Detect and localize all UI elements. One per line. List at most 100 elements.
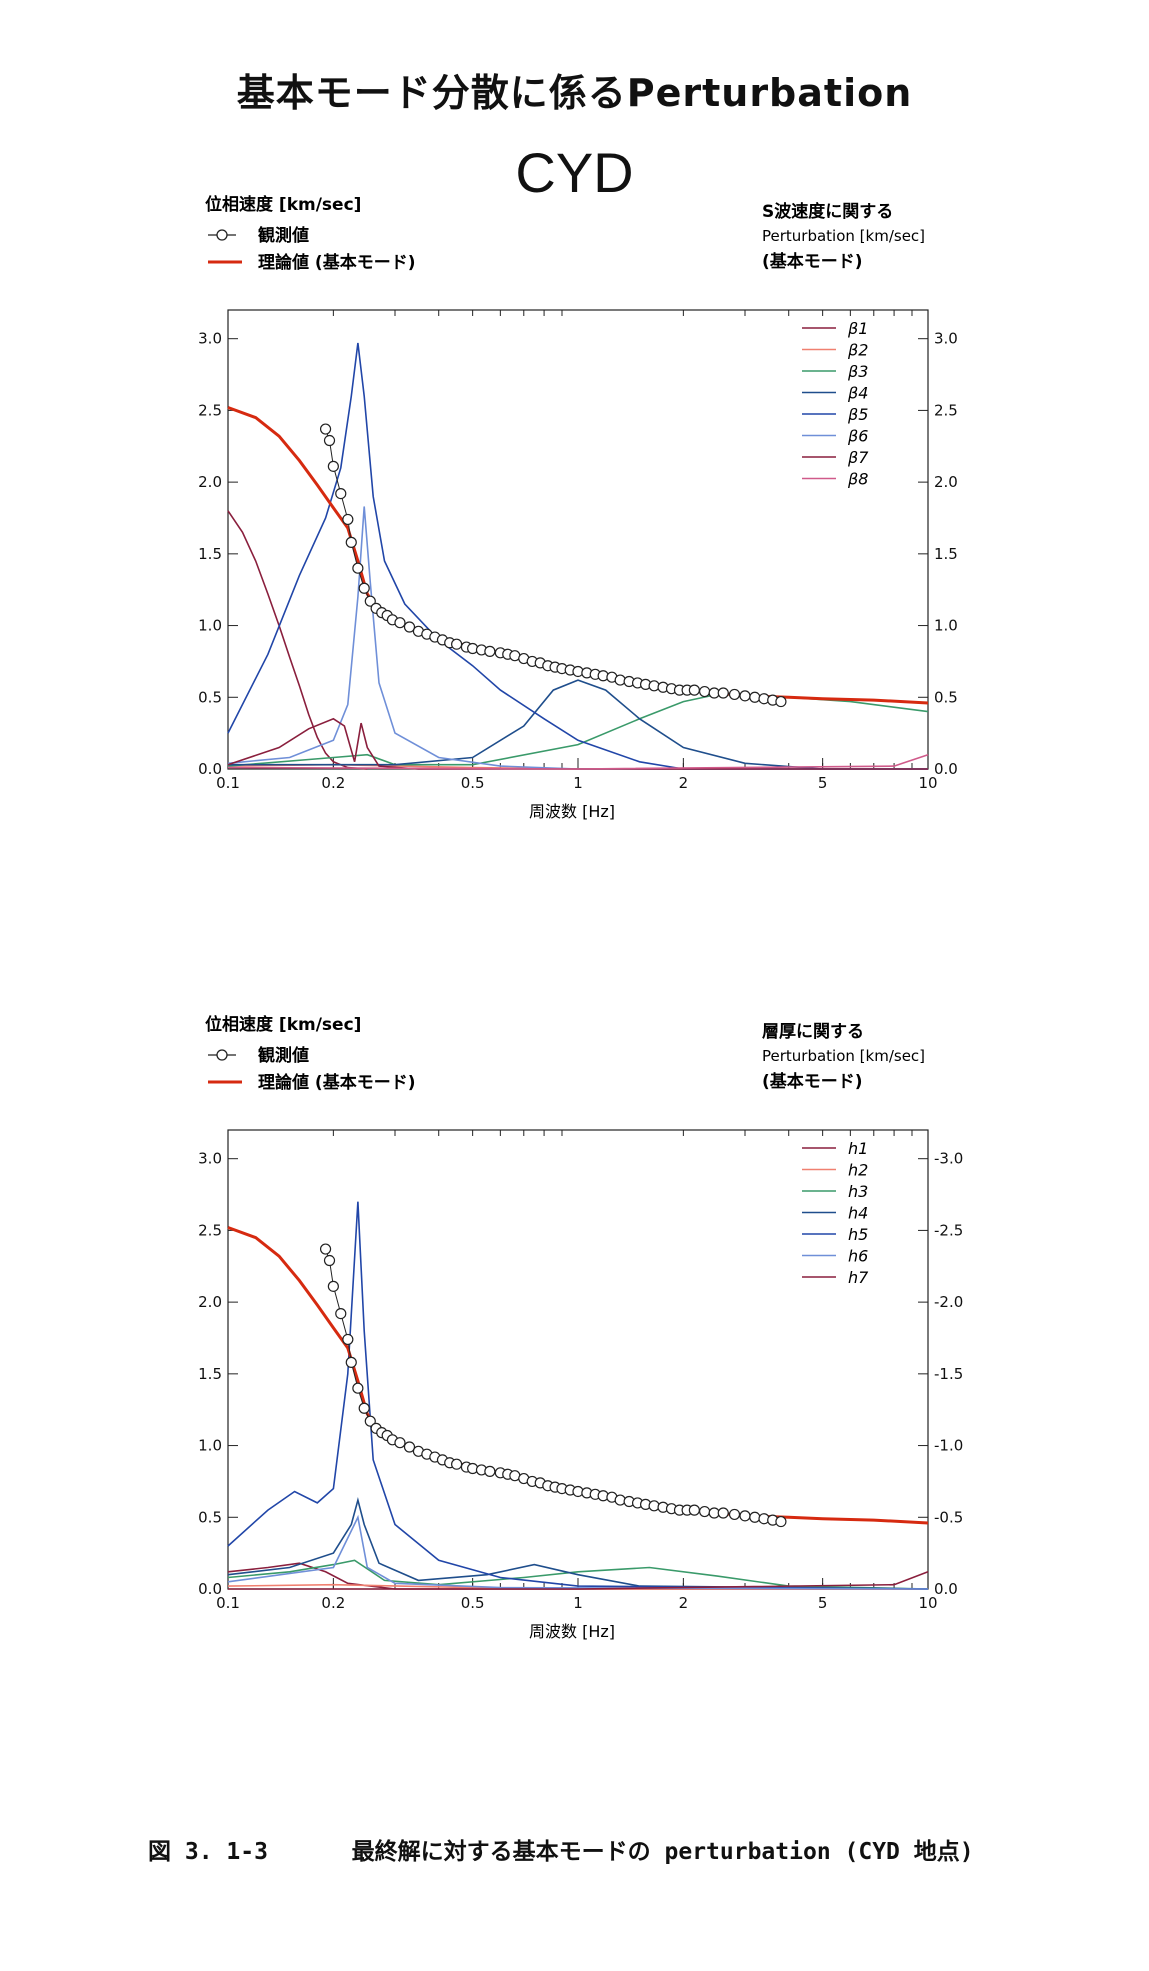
series-line-β8 <box>227 753 929 770</box>
right-axis-title-line1: 層厚に関する <box>762 1022 864 1042</box>
observed-point <box>739 690 751 702</box>
observed-legend: 観測値 <box>208 225 309 246</box>
right-axis-title-line2: Perturbation [km/sec] <box>762 227 925 245</box>
y-right-tick-label: -2.5 <box>934 1221 963 1239</box>
chart-layer-thickness-perturbation: 位相速度 [km/sec] 観測値 理論値 (基本モード) 層厚に関する Per… <box>198 1014 963 1641</box>
observed-point <box>319 1243 332 1255</box>
observed-point <box>342 1333 354 1346</box>
observed-legend: 観測値 <box>208 1045 309 1066</box>
x-axis-title: 周波数 [Hz] <box>529 1622 615 1641</box>
series-line-β4 <box>228 679 928 770</box>
y-right-tick-label: 1.5 <box>934 545 958 563</box>
right-axis-title-line2: Perturbation [km/sec] <box>762 1047 925 1065</box>
observed-point <box>327 460 339 472</box>
y-left-tick-label: 0.5 <box>198 1508 222 1526</box>
figure-caption: 図 3. 1-3 最終解に対する基本モードの perturbation (CYD… <box>148 1832 974 1866</box>
y-right-tick-label: -3.0 <box>934 1150 963 1168</box>
y-right-tick-label: 2.0 <box>934 473 958 491</box>
y-left-tick-label: 2.5 <box>198 401 222 419</box>
theory-curve <box>227 1226 929 1525</box>
observed-point <box>775 1515 787 1528</box>
observed-point <box>728 688 741 701</box>
series-line-β6 <box>227 506 928 770</box>
observed-point <box>614 674 626 686</box>
legend-label-β3: β3 <box>847 362 868 381</box>
plot-area: 0.1 0.2 0.5 1 2 5 100.0 0.00.5 0.51.0 1.01.5 1.52.… <box>198 309 958 792</box>
observed-point <box>358 582 370 594</box>
legend-label-β8: β8 <box>847 470 868 489</box>
observed-line <box>325 428 781 703</box>
series-line-β7 <box>227 717 928 770</box>
y-right-tick-label: -0.5 <box>934 1508 963 1526</box>
observed-point <box>323 1254 336 1267</box>
caption-number: 図 3. 1-3 <box>148 1839 268 1865</box>
y-right-tick-label: 0.5 <box>934 688 958 706</box>
y-right-tick-label: -1.0 <box>934 1437 963 1455</box>
theory-curve <box>227 406 929 705</box>
series-legend: h1 h2 h3 h4 h5 h6 h7 <box>802 1139 869 1287</box>
right-axis-title-line1: S波速度に関する <box>762 201 893 222</box>
caption-text: 最終解に対する基本モードの perturbation (CYD 地点) <box>351 1839 974 1865</box>
y-left-tick-label: 2.5 <box>198 1221 222 1239</box>
legend-label-β7: β7 <box>847 448 869 467</box>
series-line-h6 <box>227 1514 929 1590</box>
series-line-β3 <box>227 693 929 767</box>
legend-label-h6: h6 <box>848 1247 868 1266</box>
observed-point <box>717 687 729 699</box>
plot-area: 0.1 0.2 0.5 1 2 5 100.0 0.00.5 -0.51.0 -1.01.5 -1.… <box>198 1129 963 1612</box>
x-tick-label: 5 <box>818 1594 828 1612</box>
observed-legend-label: 観測値 <box>258 1045 309 1066</box>
observed-point <box>648 1500 660 1512</box>
x-tick-label: 2 <box>679 774 689 792</box>
observed-point <box>614 1494 626 1506</box>
y-left-tick-label: 0.0 <box>198 1580 222 1598</box>
observed-point <box>327 1280 339 1292</box>
observed-point <box>352 562 364 574</box>
y-left-tick-label: 3.0 <box>198 1150 222 1168</box>
legend-label-h1: h1 <box>848 1139 868 1158</box>
observed-point <box>323 434 336 447</box>
x-tick-label: 0.2 <box>321 1594 345 1612</box>
y-right-tick-label: 1.0 <box>934 617 958 635</box>
chart-s-wave-perturbation: 位相速度 [km/sec] 観測値 理論値 (基本モード) S波速度に関する P… <box>198 194 958 821</box>
theory-legend-label: 理論値 (基本モード) <box>258 1072 415 1093</box>
observed-point <box>364 595 376 607</box>
observed-point <box>335 488 347 500</box>
legend-label-β5: β5 <box>847 405 868 424</box>
legend-label-β4: β4 <box>847 384 868 403</box>
observed-point <box>484 645 496 657</box>
y-right-tick-label: 3.0 <box>934 330 958 348</box>
site-name: CYD <box>515 141 634 204</box>
x-tick-label: 10 <box>918 774 937 792</box>
series-line-h7 <box>228 1571 929 1590</box>
series-line-h4 <box>227 1496 929 1590</box>
x-tick-label: 10 <box>918 1594 937 1612</box>
observed-point <box>394 1437 406 1449</box>
observed-point <box>394 617 406 629</box>
observed-point <box>728 1508 741 1521</box>
x-axis-title: 周波数 [Hz] <box>529 802 615 821</box>
y-right-tick-label: 2.5 <box>934 401 958 419</box>
legend-label-β6: β6 <box>847 427 868 446</box>
x-tick-label: 0.5 <box>461 774 485 792</box>
observed-point <box>688 1504 700 1516</box>
page-title: 基本モード分散に係るPerturbation <box>236 71 913 115</box>
y-left-tick-label: 1.0 <box>198 617 222 635</box>
observed-point <box>749 1511 761 1523</box>
observed-point <box>319 423 332 435</box>
observed-point <box>648 680 660 692</box>
observed-point <box>403 621 416 633</box>
y-left-tick-label: 0.0 <box>198 760 222 778</box>
series-line-h3 <box>227 1559 929 1590</box>
x-tick-label: 2 <box>679 1594 689 1612</box>
observed-point <box>345 1356 357 1368</box>
series-line-h5 <box>227 1201 929 1590</box>
y-left-tick-label: 2.0 <box>198 1293 222 1311</box>
observed-point <box>717 1507 729 1519</box>
legend-label-β1: β1 <box>847 319 868 338</box>
y-left-tick-label: 3.0 <box>198 330 222 348</box>
x-tick-label: 1 <box>573 1594 583 1612</box>
y-left-tick-label: 1.5 <box>198 545 222 563</box>
observed-point <box>403 1441 416 1453</box>
theory-legend-label: 理論値 (基本モード) <box>258 252 415 273</box>
